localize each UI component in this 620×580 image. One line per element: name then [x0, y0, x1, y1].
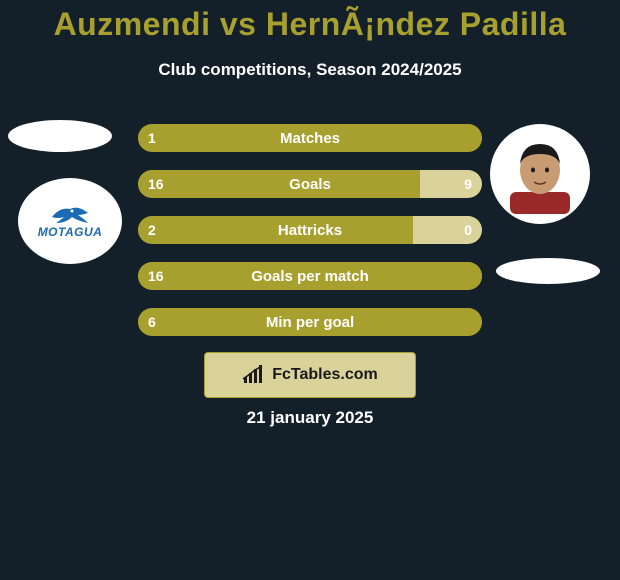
bar-left-fill	[138, 216, 413, 244]
brand-box: FcTables.com	[204, 352, 416, 398]
bar-chart-icon	[242, 365, 268, 385]
avatar-right-bottom	[496, 258, 600, 284]
page-title: Auzmendi vs HernÃ¡ndez Padilla	[0, 6, 620, 43]
bar-left-value: 6	[138, 308, 166, 336]
date-label: 21 january 2025	[0, 408, 620, 428]
bar-row: 16Goals per match	[138, 262, 482, 290]
bar-right-value: 0	[454, 216, 482, 244]
bar-left-value: 16	[138, 262, 174, 290]
bar-row: 1Matches	[138, 124, 482, 152]
comparison-bars: 1Matches169Goals20Hattricks16Goals per m…	[138, 124, 482, 354]
brand-text: FcTables.com	[272, 366, 378, 384]
club-logo: MOTAGUA	[38, 203, 103, 239]
eagle-icon	[48, 203, 92, 227]
bar-left-value: 16	[138, 170, 174, 198]
club-label: MOTAGUA	[38, 225, 103, 239]
bar-left-value: 1	[138, 124, 166, 152]
page-subtitle: Club competitions, Season 2024/2025	[0, 60, 620, 80]
bar-row: 6Min per goal	[138, 308, 482, 336]
player-face-icon	[500, 134, 580, 214]
bar-row: 20Hattricks	[138, 216, 482, 244]
bar-left-fill	[138, 262, 482, 290]
avatar-right-player	[490, 124, 590, 224]
bar-right-value: 9	[454, 170, 482, 198]
bar-left-fill	[138, 124, 482, 152]
bar-left-fill	[138, 308, 482, 336]
bar-left-value: 2	[138, 216, 166, 244]
avatar-left-top	[8, 120, 112, 152]
avatar-left-club: MOTAGUA	[18, 178, 122, 264]
bar-row: 169Goals	[138, 170, 482, 198]
